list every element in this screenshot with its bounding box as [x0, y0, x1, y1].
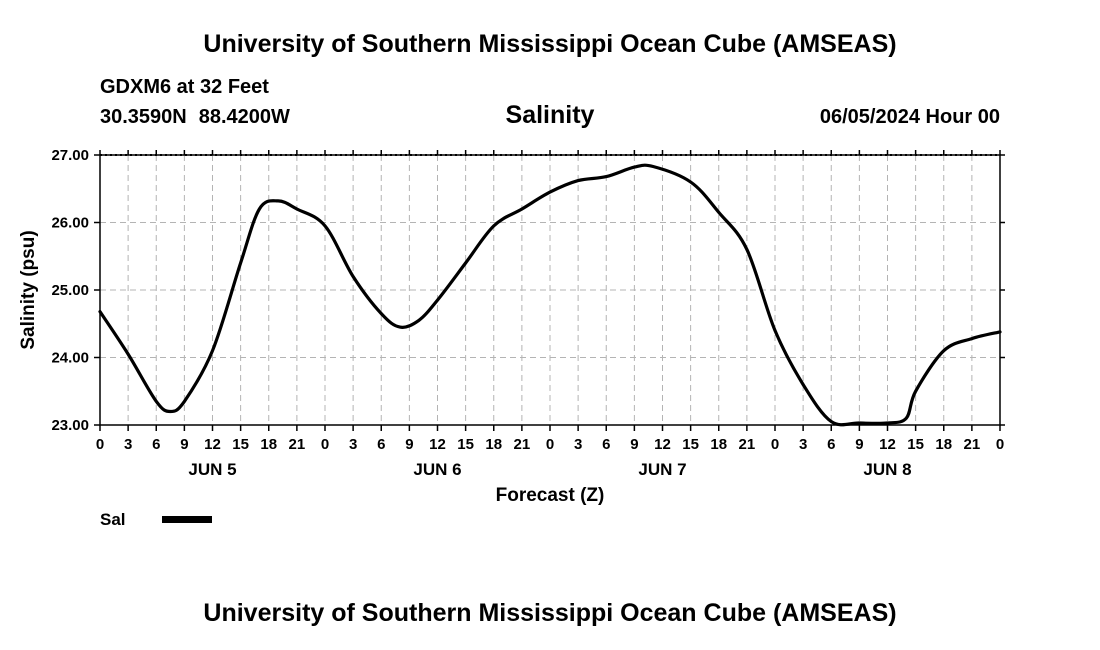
x-tick-label: 12: [204, 436, 221, 453]
x-tick-label: 3: [349, 436, 357, 453]
x-tick-label: 6: [827, 436, 835, 453]
series-line-salinity: [98, 163, 1002, 427]
x-day-label: JUN 8: [863, 460, 911, 479]
x-tick-label: 3: [574, 436, 582, 453]
x-tick-label: 0: [771, 436, 779, 453]
x-tick-label: 6: [152, 436, 160, 453]
y-tick-label: 27.00: [51, 147, 89, 164]
x-tick-label: 9: [180, 436, 188, 453]
x-tick-label: 0: [546, 436, 554, 453]
x-tick-label: 21: [289, 436, 306, 453]
x-tick-label: 18: [485, 436, 502, 453]
x-tick-label: 12: [879, 436, 896, 453]
legend-line-swatch: [162, 516, 212, 523]
x-axis-title: Forecast (Z): [496, 485, 605, 506]
station-coordinates: 30.3590N 88.4200W: [100, 106, 290, 129]
x-tick-label: 6: [377, 436, 385, 453]
x-day-label: JUN 5: [188, 460, 236, 479]
legend-label: Sal: [100, 510, 126, 529]
x-tick-label: 15: [907, 436, 924, 453]
y-axis-title: Salinity (psu): [18, 230, 39, 349]
x-tick-label: 0: [321, 436, 329, 453]
latitude: 30.3590N: [100, 106, 187, 128]
x-tick-label: 0: [996, 436, 1004, 453]
x-tick-label: 18: [710, 436, 727, 453]
x-tick-label: 0: [96, 436, 104, 453]
x-tick-label: 3: [799, 436, 807, 453]
station-label: GDXM6 at 32 Feet: [100, 76, 269, 98]
x-tick-label: 15: [682, 436, 699, 453]
x-tick-label: 15: [457, 436, 474, 453]
y-tick-label: 26.00: [51, 215, 89, 232]
x-tick-label: 21: [739, 436, 756, 453]
page-title-bottom: University of Southern Mississippi Ocean…: [203, 599, 897, 627]
x-day-label: JUN 7: [638, 460, 686, 479]
x-day-label: JUN 6: [413, 460, 461, 479]
y-tick-label: 23.00: [51, 417, 89, 434]
y-tick-label: 24.00: [51, 350, 89, 367]
forecast-run-time: 06/05/2024 Hour 00: [819, 106, 1000, 128]
chart-title: Salinity: [505, 101, 595, 129]
x-tick-label: 12: [654, 436, 671, 453]
x-tick-label: 9: [855, 436, 863, 453]
x-tick-label: 18: [260, 436, 277, 453]
x-tick-label: 9: [405, 436, 413, 453]
page-title: University of Southern Mississippi Ocean…: [203, 30, 897, 58]
x-tick-label: 15: [232, 436, 249, 453]
x-tick-label: 3: [124, 436, 132, 453]
x-tick-label: 18: [935, 436, 952, 453]
x-tick-label: 21: [964, 436, 981, 453]
y-tick-label: 25.00: [51, 282, 89, 299]
x-tick-label: 9: [630, 436, 638, 453]
x-tick-label: 6: [602, 436, 610, 453]
x-tick-label: 12: [429, 436, 446, 453]
longitude: 88.4200W: [198, 106, 290, 128]
x-tick-label: 21: [514, 436, 531, 453]
